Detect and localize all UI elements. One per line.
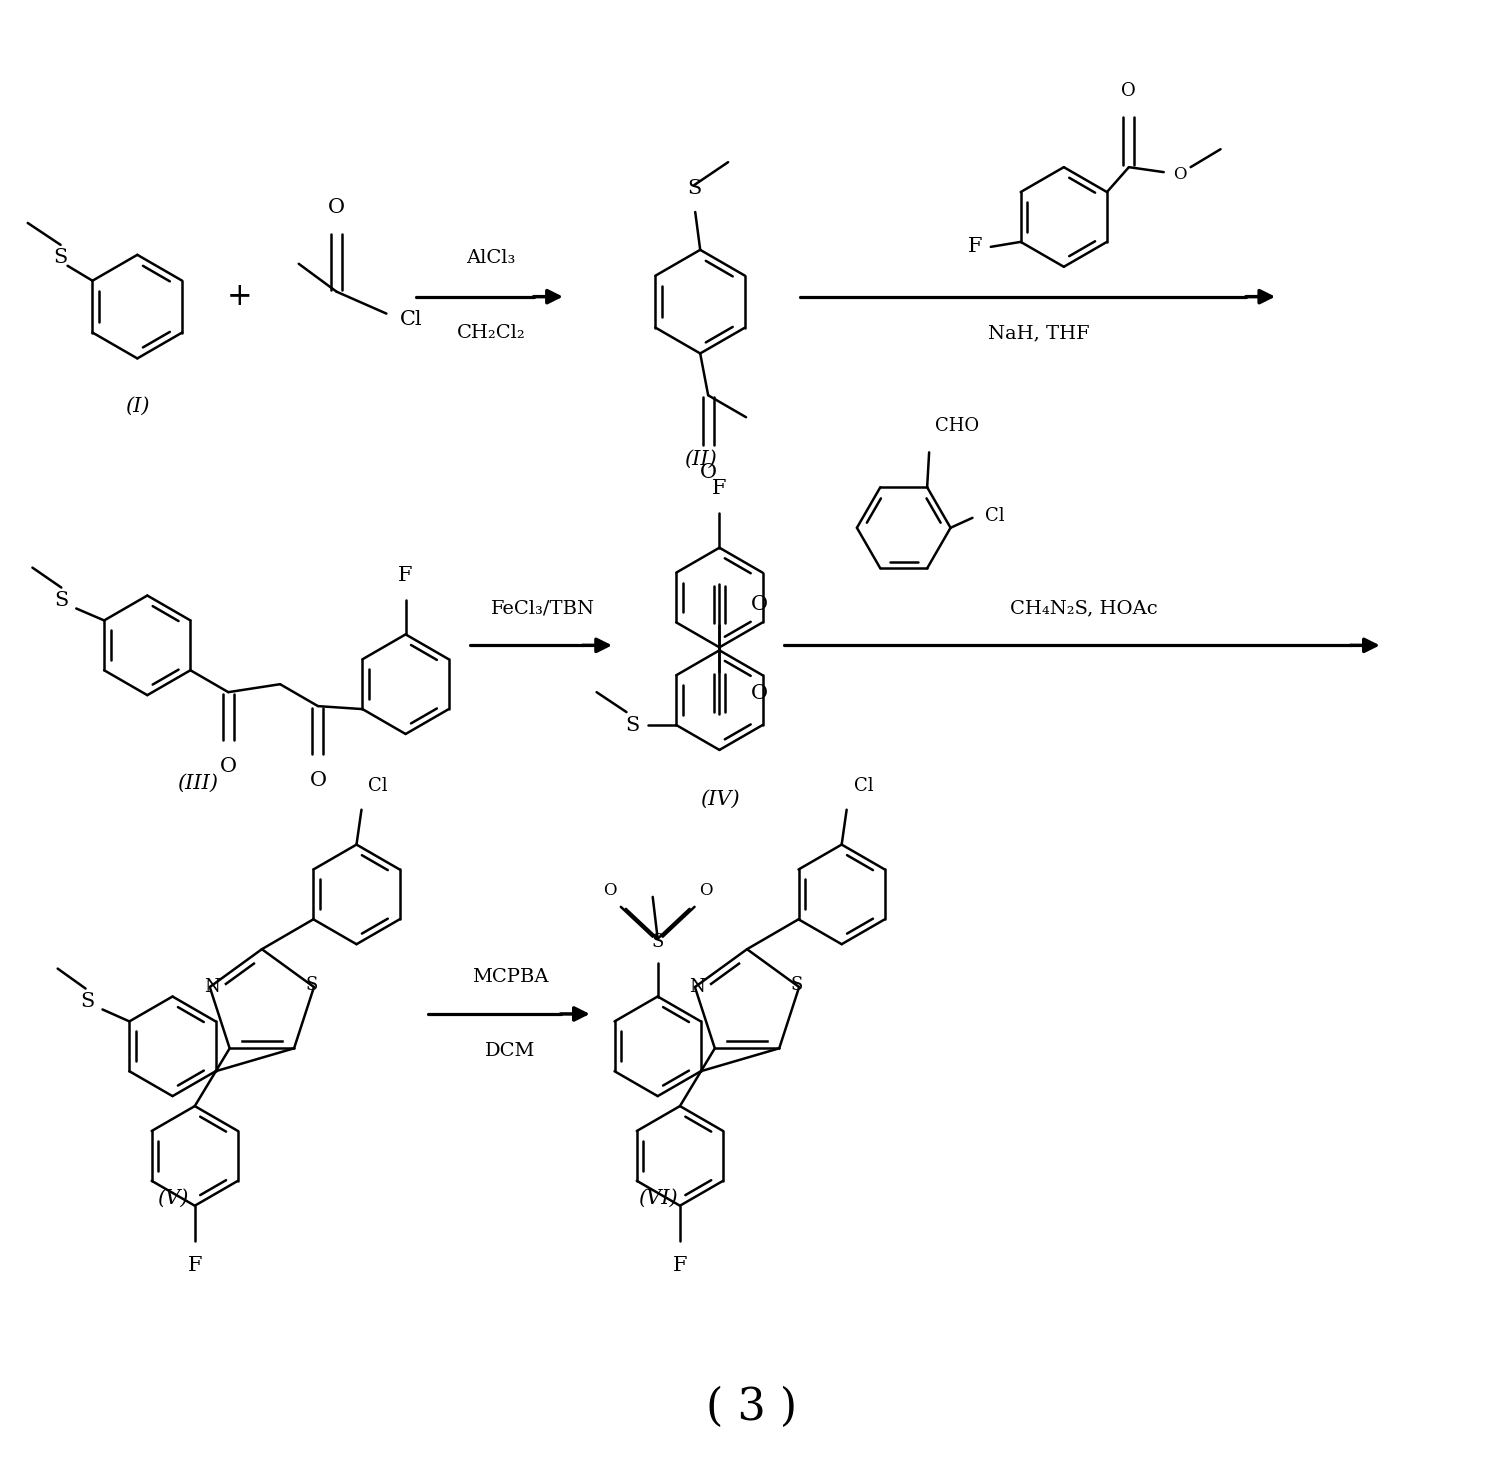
Text: O: O [1121,82,1136,100]
Text: Cl: Cl [986,507,1005,525]
Text: F: F [968,237,983,256]
Text: S: S [626,716,640,735]
Text: (I): (I) [125,397,149,416]
Text: N: N [203,978,220,997]
Text: +: + [227,281,253,312]
Text: O: O [1172,166,1186,182]
Text: DCM: DCM [485,1042,536,1060]
Text: O: O [698,882,712,898]
Text: O: O [604,882,617,898]
Text: N: N [689,978,704,997]
Text: O: O [220,757,236,776]
Text: O: O [700,463,716,482]
Text: S: S [80,992,95,1011]
Text: O: O [310,770,327,789]
Text: CH₂Cl₂: CH₂Cl₂ [456,323,525,341]
Text: CHO: CHO [935,417,980,435]
Text: F: F [188,1255,202,1274]
Text: Cl: Cl [400,310,423,329]
Text: MCPBA: MCPBA [473,969,549,986]
Text: FeCl₃/TBN: FeCl₃/TBN [491,600,594,617]
Text: S: S [688,179,701,198]
Text: S: S [652,932,664,951]
Text: (III): (III) [176,773,218,792]
Text: (VI): (VI) [638,1189,677,1208]
Text: O: O [751,595,769,614]
Text: O: O [328,198,345,218]
Text: F: F [399,566,412,585]
Text: Cl: Cl [369,776,388,795]
Text: S: S [54,248,68,268]
Text: F: F [712,479,727,498]
Text: Cl: Cl [853,776,873,795]
Text: ( 3 ): ( 3 ) [706,1386,798,1429]
Text: CH₄N₂S, HOAc: CH₄N₂S, HOAc [1010,600,1157,617]
Text: (II): (II) [683,450,716,469]
Text: AlCl₃: AlCl₃ [467,248,516,266]
Text: (IV): (IV) [700,791,739,810]
Text: F: F [673,1255,688,1274]
Text: O: O [751,684,769,703]
Text: S: S [54,591,68,610]
Text: S: S [792,976,804,994]
Text: S: S [306,976,318,994]
Text: NaH, THF: NaH, THF [989,325,1090,343]
Text: (V): (V) [157,1189,188,1208]
